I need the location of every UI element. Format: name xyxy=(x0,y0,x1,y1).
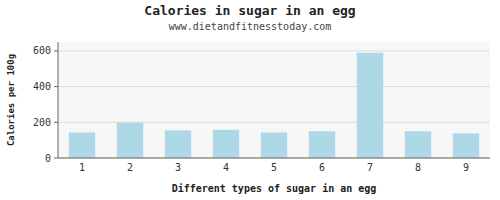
x-tick-label: 1 xyxy=(79,162,85,173)
y-axis: 0 200 400 600 xyxy=(33,45,58,163)
y-axis-line xyxy=(58,42,59,158)
title: Calories in sugar in an egg xyxy=(144,3,355,18)
x-axis-line xyxy=(58,158,490,159)
y-tick xyxy=(54,158,58,159)
y-axis-label: Calories per 100g xyxy=(6,54,16,146)
bars xyxy=(69,53,479,158)
y-tick-label: 600 xyxy=(33,45,51,56)
x-tick-label: 3 xyxy=(175,162,181,173)
bar xyxy=(165,130,191,158)
bar xyxy=(405,131,431,158)
bar xyxy=(213,130,239,158)
chart: 0 200 400 600 1 2 3 4 5 6 7 8 9 Calories in sugar in … xyxy=(0,0,500,200)
page: {"chart_data": {"type": "bar", "title": … xyxy=(0,0,500,200)
y-tick-label: 400 xyxy=(33,81,51,92)
x-tick-label: 6 xyxy=(319,162,325,173)
chart-container: 0 200 400 600 1 2 3 4 5 6 7 8 9 Calories in sugar in … xyxy=(0,0,500,200)
bar xyxy=(453,133,479,158)
x-tick-label: 4 xyxy=(223,162,229,173)
bar xyxy=(309,131,335,158)
bar xyxy=(261,132,287,158)
subtitle: www.dietandfitnesstoday.com xyxy=(169,21,332,32)
y-tick xyxy=(54,86,58,87)
grid-line xyxy=(58,50,490,51)
x-tick-label: 9 xyxy=(463,162,469,173)
bar xyxy=(69,132,95,158)
x-axis-label: Different types of sugar in an egg xyxy=(172,183,377,194)
x-axis: 1 2 3 4 5 6 7 8 9 xyxy=(79,162,469,173)
grid-line xyxy=(58,158,490,159)
x-tick-label: 5 xyxy=(271,162,277,173)
x-tick-label: 8 xyxy=(415,162,421,173)
x-tick-label: 2 xyxy=(127,162,133,173)
y-tick-label: 0 xyxy=(45,153,51,164)
grid-line xyxy=(58,86,490,87)
x-tick-label: 7 xyxy=(367,162,373,173)
y-tick xyxy=(54,122,58,123)
y-tick-label: 200 xyxy=(33,117,51,128)
plot-background xyxy=(58,42,490,158)
y-tick xyxy=(54,50,58,51)
bar xyxy=(357,53,383,158)
bar xyxy=(117,123,143,158)
y-grid xyxy=(58,51,490,158)
grid-line xyxy=(58,122,490,123)
